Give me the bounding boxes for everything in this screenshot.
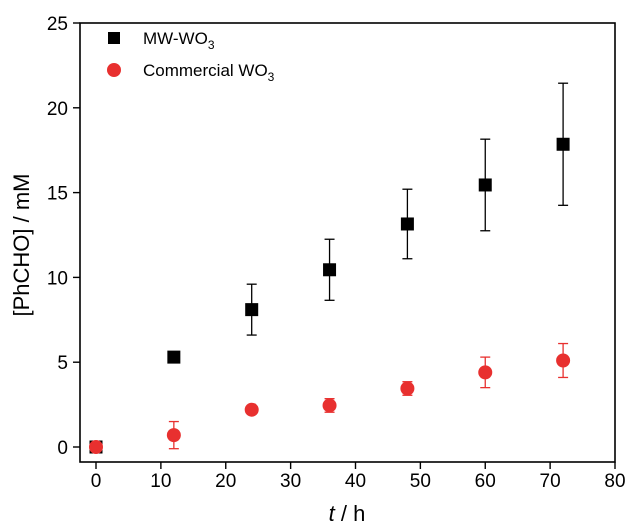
- data-point-square: [245, 303, 259, 317]
- axis-ticks: [73, 22, 616, 469]
- legend-marker-commercial-wo3: [107, 63, 121, 77]
- legend-label-mw-wo3-main: MW-WO: [143, 29, 208, 48]
- x-tick-label: 40: [345, 471, 366, 492]
- data-point-square: [167, 350, 181, 364]
- legend-label-commercial-wo3-sub: 3: [268, 70, 275, 84]
- data-point-circle: [556, 353, 571, 368]
- data-point-circle: [400, 381, 415, 396]
- y-tick-labels: 0 5 10 15 20 25: [47, 14, 68, 459]
- x-tick-label: 80: [604, 471, 625, 492]
- y-tick-label: 0: [57, 438, 68, 459]
- x-tick-label: 10: [150, 471, 171, 492]
- y-tick-label: 25: [47, 14, 68, 35]
- x-tick-label: 0: [91, 471, 102, 492]
- data-point-circle: [244, 402, 259, 417]
- data-marks: [89, 82, 571, 454]
- data-point-square: [478, 178, 492, 192]
- x-tick-label: 20: [215, 471, 236, 492]
- data-point-circle: [322, 398, 337, 413]
- legend-label-mw-wo3: MW-WO3: [143, 29, 215, 52]
- data-point-square: [556, 137, 570, 151]
- data-point-square: [323, 263, 337, 277]
- y-tick-label: 5: [57, 353, 68, 374]
- data-point-circle: [478, 365, 493, 380]
- y-tick-label: 10: [47, 268, 68, 289]
- legend-label-mw-wo3-sub: 3: [208, 38, 215, 52]
- y-tick-label: 15: [47, 184, 68, 205]
- series-commercial-wo3: [89, 342, 571, 454]
- series-mw-wo3: [89, 82, 570, 454]
- data-point-circle: [166, 428, 181, 443]
- data-point-square: [400, 217, 414, 231]
- y-axis-title: [PhCHO] / mM: [9, 173, 34, 316]
- x-tick-label: 30: [280, 471, 301, 492]
- legend: MW-WO3 Commercial WO3: [107, 29, 275, 84]
- x-tick-label: 60: [475, 471, 496, 492]
- x-tick-label: 50: [410, 471, 431, 492]
- x-tick-label: 70: [540, 471, 561, 492]
- plot-frame: [79, 22, 616, 463]
- y-tick-label: 20: [47, 99, 68, 120]
- x-axis-title: t / h: [329, 501, 366, 526]
- legend-marker-mw-wo3: [108, 32, 120, 44]
- legend-label-commercial-wo3-main: Commercial WO: [143, 61, 268, 80]
- x-tick-labels: 0 10 20 30 40 50 60 70 80: [91, 471, 626, 492]
- x-axis-title-rest: / h: [335, 501, 366, 526]
- data-point-circle: [89, 440, 103, 454]
- x-axis-title-italic: t: [329, 501, 336, 526]
- legend-label-commercial-wo3: Commercial WO3: [143, 61, 275, 84]
